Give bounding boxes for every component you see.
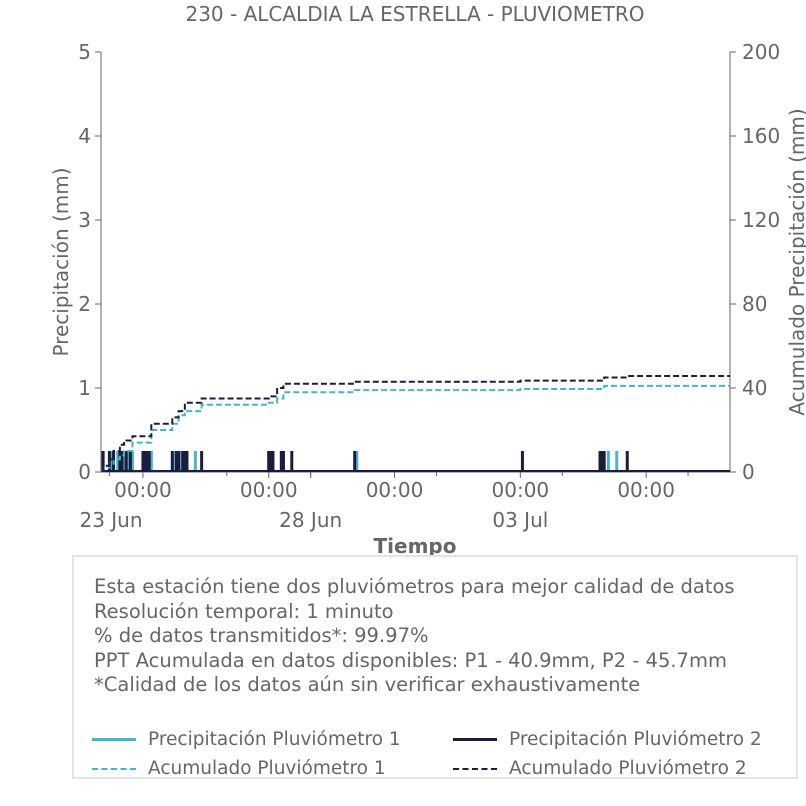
legend-item-precip-2: Precipitación Pluviómetro 2 <box>453 729 762 750</box>
y-axis-label: Precipitación (mm) <box>49 167 73 356</box>
y-tick-label: 4 <box>78 124 91 148</box>
legend-item-accum-1: Acumulado Pluviómetro 1 <box>92 758 386 779</box>
y-tick-label: 1 <box>78 376 91 400</box>
legend-label: Acumulado Pluviómetro 1 <box>148 758 386 779</box>
legend-swatch-dashed-navy <box>453 767 497 770</box>
y2-tick-label: 0 <box>742 460 755 484</box>
y2-tick-label: 120 <box>742 208 780 232</box>
accumulated-line-gauge-2 <box>102 375 730 472</box>
legend: Precipitación Pluviómetro 1 Precipitació… <box>92 729 792 789</box>
info-line-resolution: Resolución temporal: 1 minuto <box>94 599 394 623</box>
axes: 0 1 2 3 4 5 0 40 80 120 160 200 00:00 23 Jun 00:00 28 J… <box>78 40 780 532</box>
legend-item-precip-1: Precipitación Pluviómetro 1 <box>92 729 401 750</box>
precipitation-bars <box>101 451 730 472</box>
x-tick-label: 00:00 <box>617 478 675 502</box>
y-tick-label: 0 <box>78 460 91 484</box>
y-tick-label: 5 <box>78 40 91 64</box>
info-line-accumulated: PPT Acumulada en datos disponibles: P1 -… <box>94 648 727 672</box>
x-tick-date-label: 03 Jul <box>492 508 548 532</box>
x-tick-label: 00:00 <box>240 478 298 502</box>
info-text: Esta estación tiene dos pluviómetros par… <box>94 575 735 698</box>
legend-item-accum-2: Acumulado Pluviómetro 2 <box>453 758 747 779</box>
legend-swatch-solid-navy <box>453 738 497 741</box>
x-axis-label: Tiempo <box>374 534 457 555</box>
y-tick-label: 2 <box>78 292 91 316</box>
accumulated-lines <box>102 375 730 472</box>
info-line-dual-gauges: Esta estación tiene dos pluviómetros par… <box>94 575 735 598</box>
info-line-quality-note: *Calidad de los datos aún sin verificar … <box>94 673 641 696</box>
rainfall-chart: 230 - ALCALDIA LA ESTRELLA - PLUVIOMETRO… <box>49 2 806 555</box>
legend-swatch-solid-teal <box>92 738 136 741</box>
y2-tick-label: 80 <box>742 292 767 316</box>
info-line-transmitted: % de datos transmitidos*: 99.97% <box>94 624 429 647</box>
legend-label: Precipitación Pluviómetro 1 <box>148 729 401 750</box>
x-tick-label: 00:00 <box>114 478 172 502</box>
y2-tick-label: 40 <box>742 376 767 400</box>
info-box: Esta estación tiene dos pluviómetros par… <box>72 555 798 779</box>
chart-title: 230 - ALCALDIA LA ESTRELLA - PLUVIOMETRO <box>185 2 644 26</box>
x-tick-label: 00:00 <box>492 478 550 502</box>
legend-swatch-dashed-teal <box>92 767 136 770</box>
x-tick-label: 00:00 <box>366 478 424 502</box>
y2-tick-label: 200 <box>742 40 780 64</box>
y2-tick-label: 160 <box>742 124 780 148</box>
x-tick-date-label: 23 Jun <box>79 508 142 532</box>
legend-label: Acumulado Pluviómetro 2 <box>509 758 747 779</box>
x-tick-date-label: 28 Jun <box>279 508 342 532</box>
y-tick-label: 3 <box>78 208 91 232</box>
accumulated-line-gauge-1 <box>102 384 730 472</box>
y2-axis-label: Acumulado Precipitación (mm) <box>785 108 806 415</box>
legend-label: Precipitación Pluviómetro 2 <box>509 729 762 750</box>
